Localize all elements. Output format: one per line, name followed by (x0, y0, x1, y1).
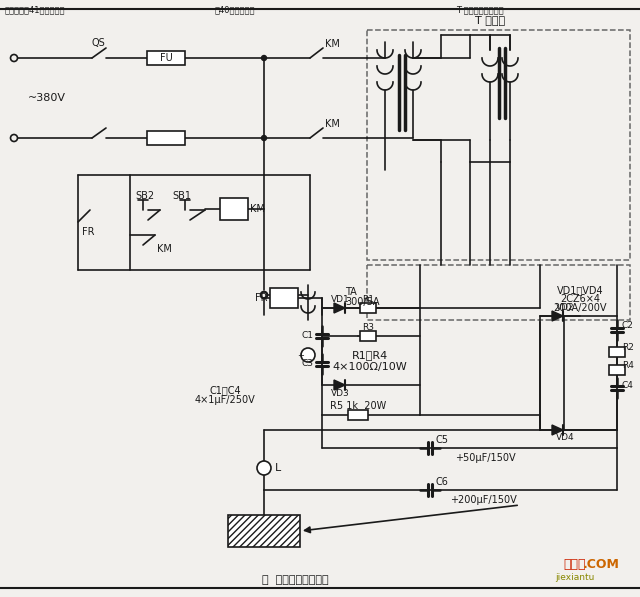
Text: QS: QS (92, 38, 106, 48)
Bar (360, 303, 376, 313)
Text: R5 1k  20W: R5 1k 20W (330, 401, 386, 411)
Text: C4: C4 (622, 380, 634, 389)
Bar (609, 365, 625, 375)
Text: 200A/200V: 200A/200V (553, 303, 607, 313)
Text: 4×1μF/250V: 4×1μF/250V (195, 395, 255, 405)
Text: L: L (275, 463, 281, 473)
Text: KM: KM (325, 119, 340, 129)
Text: KM: KM (325, 39, 340, 49)
Bar (360, 331, 376, 341)
Polygon shape (334, 380, 345, 390)
Text: KM: KM (157, 244, 172, 254)
Bar (367, 265, 630, 320)
Circle shape (262, 56, 266, 60)
Bar (367, 30, 630, 260)
Text: C6: C6 (435, 477, 448, 487)
Text: TA: TA (345, 287, 356, 297)
Text: FR: FR (255, 293, 267, 303)
Circle shape (10, 54, 17, 61)
Circle shape (10, 134, 17, 141)
Text: FU: FU (159, 53, 172, 63)
Circle shape (260, 291, 268, 298)
Text: 接线图: 接线图 (564, 559, 586, 571)
Circle shape (262, 136, 266, 140)
Polygon shape (334, 303, 345, 313)
Text: C1: C1 (301, 331, 313, 340)
Text: T 电焊机控制原理图: T 电焊机控制原理图 (456, 5, 504, 14)
Text: C5: C5 (435, 435, 448, 445)
Text: VD3: VD3 (331, 389, 349, 399)
Text: R3: R3 (362, 324, 374, 333)
Text: 第40例接线方法: 第40例接线方法 (215, 5, 255, 14)
Text: .COM: .COM (582, 559, 620, 571)
Text: 4×100Ω/10W: 4×100Ω/10W (333, 362, 408, 372)
Text: KM: KM (250, 204, 265, 214)
Bar (348, 410, 368, 420)
Text: C1～C4: C1～C4 (209, 385, 241, 395)
Polygon shape (552, 425, 563, 435)
Text: +: + (298, 350, 305, 359)
Text: T 电焊机: T 电焊机 (475, 15, 505, 25)
Circle shape (301, 348, 315, 362)
Text: R1～R4: R1～R4 (352, 350, 388, 360)
Circle shape (257, 461, 271, 475)
Text: 300/5A: 300/5A (345, 297, 380, 307)
Text: 电工常用的41例接线方法: 电工常用的41例接线方法 (5, 5, 65, 14)
Text: 2CZ6×4: 2CZ6×4 (560, 294, 600, 304)
Text: VD2: VD2 (556, 303, 574, 312)
Text: VD1: VD1 (331, 296, 349, 304)
Text: 图  电焊机控制原理图: 图 电焊机控制原理图 (262, 575, 328, 585)
Text: SB1: SB1 (173, 191, 191, 201)
Text: C3: C3 (301, 359, 313, 368)
Text: R2: R2 (622, 343, 634, 352)
Bar (147, 51, 185, 65)
Bar (270, 288, 298, 308)
Text: SB2: SB2 (136, 191, 155, 201)
Text: VD4: VD4 (556, 433, 574, 442)
Text: C2: C2 (622, 322, 634, 331)
Text: FR: FR (82, 227, 95, 237)
Text: R1: R1 (362, 296, 374, 304)
Text: jiexiantu: jiexiantu (556, 573, 595, 581)
Text: VD1～VD4: VD1～VD4 (557, 285, 604, 295)
Text: +50μF/150V: +50μF/150V (455, 453, 516, 463)
Bar (220, 198, 248, 220)
Text: +200μF/150V: +200μF/150V (450, 495, 516, 505)
Text: R4: R4 (622, 362, 634, 371)
Bar (228, 515, 300, 547)
Bar (147, 131, 185, 145)
Polygon shape (552, 311, 563, 321)
Bar (609, 347, 625, 357)
Circle shape (261, 292, 267, 298)
Text: ~380V: ~380V (28, 93, 66, 103)
